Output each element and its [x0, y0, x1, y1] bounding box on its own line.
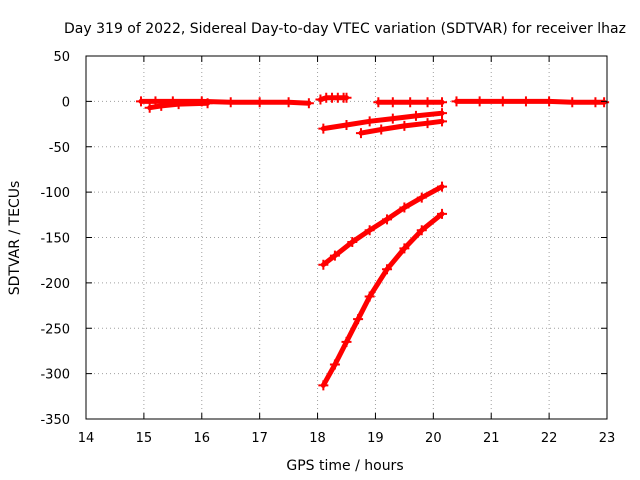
data-point — [416, 192, 427, 203]
data-points — [135, 92, 610, 391]
data-point — [437, 208, 448, 219]
data-series — [318, 208, 448, 391]
data-point — [382, 214, 393, 225]
x-tick-label: 22 — [541, 431, 558, 446]
data-point — [329, 359, 340, 370]
data-point — [416, 225, 427, 236]
data-point — [422, 97, 433, 108]
x-tick-label: 18 — [309, 431, 326, 446]
data-point — [405, 97, 416, 108]
y-tick-label: -250 — [40, 322, 70, 337]
data-point — [373, 97, 384, 108]
x-tick-label: 20 — [425, 431, 442, 446]
data-point — [135, 96, 146, 107]
data-series — [144, 98, 213, 113]
data-point — [387, 113, 398, 124]
data-series — [315, 92, 352, 105]
data-point — [355, 128, 366, 139]
grid-lines — [86, 56, 607, 419]
y-tick-label: -200 — [40, 277, 70, 292]
data-series — [373, 97, 448, 108]
data-point — [347, 237, 358, 248]
x-axis: 14 15 16 17 18 19 20 21 22 23 — [78, 56, 616, 446]
y-tick-label: -50 — [49, 141, 70, 156]
x-tick-label: 16 — [194, 431, 211, 446]
data-point — [283, 97, 294, 108]
data-point — [173, 99, 184, 110]
data-point — [315, 94, 326, 105]
data-point — [156, 100, 167, 111]
data-point — [341, 92, 352, 103]
x-tick-label: 15 — [136, 431, 153, 446]
data-point — [451, 96, 462, 107]
data-point — [437, 181, 448, 192]
y-tick-label: 0 — [62, 95, 70, 110]
series-trace — [147, 100, 211, 111]
data-point — [254, 97, 265, 108]
data-point — [520, 96, 531, 107]
data-point — [387, 97, 398, 108]
data-series — [318, 181, 448, 270]
data-point — [497, 96, 508, 107]
data-point — [353, 314, 364, 325]
data-point — [567, 97, 578, 108]
data-point — [144, 102, 155, 113]
y-tick-label: 50 — [53, 50, 70, 65]
data-point — [399, 243, 410, 254]
x-tick-label: 14 — [78, 431, 95, 446]
x-tick-label: 17 — [251, 431, 268, 446]
y-axis-label: SDTVAR / TECUs — [7, 181, 23, 296]
y-tick-label: -350 — [40, 413, 70, 428]
data-point — [590, 97, 601, 108]
data-point — [437, 97, 448, 108]
data-point — [318, 123, 329, 134]
x-tick-label: 19 — [367, 431, 384, 446]
x-axis-label: GPS time / hours — [286, 458, 403, 474]
data-point — [329, 250, 340, 261]
chart-title: Day 319 of 2022, Sidereal Day-to-day VTE… — [64, 21, 626, 37]
data-point — [202, 98, 213, 109]
data-point — [544, 96, 555, 107]
data-point — [341, 336, 352, 347]
data-series — [451, 96, 610, 108]
y-tick-label: -150 — [40, 232, 70, 247]
data-point — [364, 291, 375, 302]
data-point — [410, 110, 421, 121]
data-point — [422, 118, 433, 129]
y-axis: 50 0 -50 -100 -150 -200 -250 -300 -350 — [40, 50, 607, 428]
data-point — [318, 259, 329, 270]
data-point — [318, 380, 329, 391]
data-point — [303, 98, 314, 109]
data-series — [318, 108, 448, 134]
x-tick-label: 23 — [599, 431, 616, 446]
data-point — [382, 264, 393, 275]
y-tick-label: -100 — [40, 186, 70, 201]
data-point — [364, 225, 375, 236]
data-series — [355, 116, 448, 139]
data-point — [474, 96, 485, 107]
series-trace — [320, 184, 445, 268]
y-tick-label: -300 — [40, 368, 70, 383]
data-point — [364, 116, 375, 127]
data-point — [376, 124, 387, 135]
data-point — [399, 120, 410, 131]
x-tick-label: 21 — [483, 431, 500, 446]
data-point — [437, 116, 448, 127]
data-point — [399, 202, 410, 213]
data-point — [225, 97, 236, 108]
data-point — [341, 119, 352, 130]
